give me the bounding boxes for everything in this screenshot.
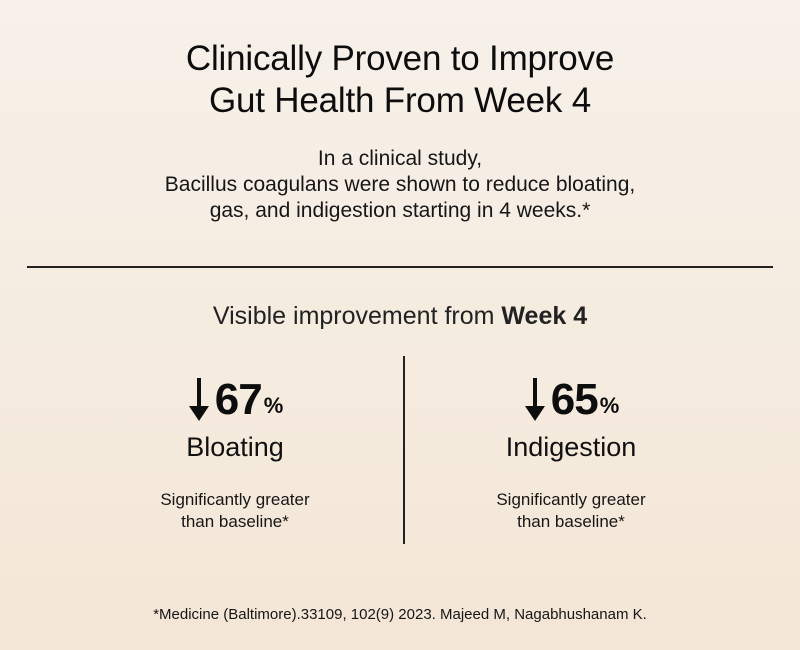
stat-value-row: 65 % bbox=[371, 372, 771, 428]
stat-value: 65 bbox=[550, 375, 599, 424]
headline-line-1: Clinically Proven to Improve bbox=[185, 39, 615, 78]
horizontal-divider bbox=[27, 266, 773, 268]
stat-label: Indigestion bbox=[505, 432, 637, 462]
arrow-down-icon bbox=[188, 378, 209, 421]
headline: Clinically Proven to Improve Gut Health … bbox=[0, 38, 800, 122]
intro-text: In a clinical study, Bacillus coagulans … bbox=[0, 146, 800, 224]
subheading: Visible improvement from Week 4 bbox=[0, 302, 800, 331]
stat-desc-line-1: Significantly greater bbox=[160, 490, 310, 509]
subheading-bold: Week 4 bbox=[501, 302, 588, 330]
stat-desc-line-1: Significantly greater bbox=[496, 490, 646, 509]
stat-unit: % bbox=[599, 393, 620, 418]
stat-unit: % bbox=[263, 393, 284, 418]
headline-line-2: Gut Health From Week 4 bbox=[208, 81, 592, 120]
stat-value: 67 bbox=[214, 375, 263, 424]
subheading-prefix: Visible improvement from bbox=[212, 302, 502, 330]
stat-bloating: 67 % Bloating Significantly greater than… bbox=[35, 372, 435, 533]
stat-value-row: 67 % bbox=[35, 372, 435, 428]
vertical-divider bbox=[403, 356, 405, 544]
arrow-down-icon bbox=[524, 378, 545, 421]
stat-description: Significantly greater than baseline* bbox=[371, 489, 771, 533]
stat-desc-line-2: than baseline* bbox=[181, 512, 289, 531]
stat-desc-line-2: than baseline* bbox=[517, 512, 625, 531]
intro-line-2: Bacillus coagulans were shown to reduce … bbox=[164, 173, 636, 196]
stat-label: Bloating bbox=[186, 432, 284, 462]
stat-indigestion: 65 % Indigestion Significantly greater t… bbox=[371, 372, 771, 533]
footnote-citation: *Medicine (Baltimore).33109, 102(9) 2023… bbox=[153, 606, 647, 623]
intro-line-3: gas, and indigestion starting in 4 weeks… bbox=[209, 199, 591, 222]
stat-description: Significantly greater than baseline* bbox=[35, 489, 435, 533]
intro-line-1: In a clinical study, bbox=[317, 147, 483, 170]
